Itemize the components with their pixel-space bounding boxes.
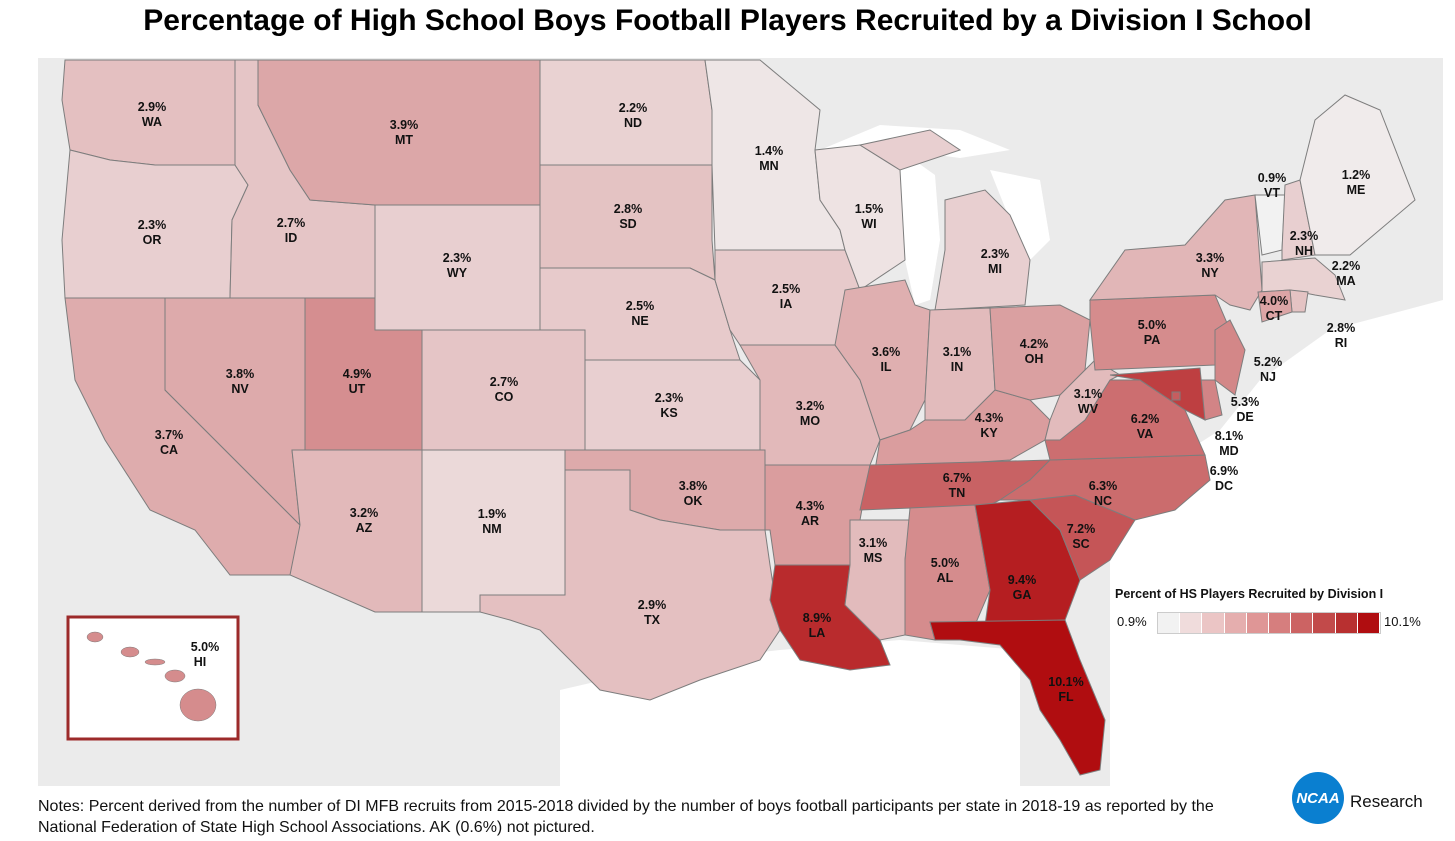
label-HI: 5.0% HI [191, 640, 220, 669]
label-WV: 3.1% WV [1074, 387, 1103, 416]
label-GA: 9.4% GA [1008, 573, 1037, 602]
label-FL: 10.1% FL [1048, 675, 1083, 704]
label-NH: 2.3% NH [1290, 229, 1319, 258]
legend-step [1269, 613, 1292, 633]
state-NH [1281, 179, 1316, 261]
label-MA: 2.2% MA [1332, 259, 1361, 288]
label-VA: 6.2% VA [1131, 412, 1160, 441]
state-DC [1171, 391, 1181, 401]
label-DC: 6.9% DC [1210, 464, 1239, 493]
label-WY: 2.3% WY [443, 251, 472, 280]
state-WV [1044, 359, 1122, 441]
label-ND: 2.2% ND [619, 101, 648, 130]
label-NM: 1.9% NM [478, 507, 507, 536]
label-MO: 3.2% MO [796, 399, 825, 428]
state-HI-big-island [179, 688, 217, 722]
label-UT: 4.9% UT [343, 367, 372, 396]
ncaa-research-label: Research [1350, 792, 1423, 811]
legend-step [1313, 613, 1336, 633]
legend-step [1158, 613, 1181, 633]
state-CT [1257, 289, 1293, 323]
label-CA: 3.7% CA [155, 428, 184, 457]
state-HI-kauai [86, 631, 104, 643]
state-FL [929, 619, 1106, 776]
label-OK: 3.8% OK [679, 479, 708, 508]
label-DE: 5.3% DE [1231, 395, 1260, 424]
label-MD: 8.1% MD [1215, 429, 1244, 458]
label-AR: 4.3% AR [796, 499, 825, 528]
state-MI [858, 129, 1031, 311]
state-NY [1089, 194, 1263, 311]
label-SD: 2.8% SD [614, 202, 643, 231]
label-TX: 2.9% TX [638, 598, 667, 627]
label-PA: 5.0% PA [1138, 318, 1167, 347]
label-ID: 2.7% ID [277, 216, 306, 245]
state-TX [479, 469, 781, 701]
atlantic-ocean [1110, 300, 1443, 786]
label-KS: 2.3% KS [655, 391, 684, 420]
ncaa-logo-icon: NCAA [1292, 772, 1344, 824]
label-WA: 2.9% WA [138, 100, 167, 129]
label-KY: 4.3% KY [975, 411, 1004, 440]
legend-max-label: 10.1% [1384, 614, 1421, 629]
label-CO: 2.7% CO [490, 375, 519, 404]
state-NJ [1214, 319, 1246, 396]
label-IA: 2.5% IA [772, 282, 801, 311]
state-MD [1109, 367, 1206, 421]
label-NC: 6.3% NC [1089, 479, 1118, 508]
state-IL [834, 279, 931, 441]
legend-step [1180, 613, 1203, 633]
legend-color-scale [1157, 612, 1381, 634]
label-MT: 3.9% MT [390, 118, 419, 147]
state-HI-molokai [144, 658, 166, 666]
legend-step [1202, 613, 1225, 633]
legend-step [1357, 613, 1381, 633]
lake-huron [990, 170, 1050, 260]
state-HI-maui [164, 669, 186, 683]
legend-min-label: 0.9% [1117, 614, 1147, 629]
legend-step [1246, 613, 1270, 633]
state-NC [998, 454, 1211, 521]
state-KS [584, 359, 761, 451]
label-OH: 4.2% OH [1020, 337, 1049, 366]
lake-michigan [900, 150, 940, 305]
label-RI: 2.8% RI [1327, 321, 1356, 350]
label-VT: 0.9% VT [1258, 171, 1287, 200]
label-AZ: 3.2% AZ [350, 506, 379, 535]
label-SC: 7.2% SC [1067, 522, 1096, 551]
label-TN: 6.7% TN [943, 471, 972, 500]
state-HI-oahu [120, 646, 140, 658]
label-NY: 3.3% NY [1196, 251, 1225, 280]
legend-step [1335, 613, 1358, 633]
state-ME [1299, 94, 1416, 256]
label-AL: 5.0% AL [931, 556, 960, 585]
label-MN: 1.4% MN [755, 144, 784, 173]
label-MI: 2.3% MI [981, 247, 1010, 276]
ncaa-logo-text: NCAA [1296, 790, 1339, 807]
label-NE: 2.5% NE [626, 299, 655, 328]
legend-title: Percent of HS Players Recruited by Divis… [1115, 587, 1384, 601]
label-ME: 1.2% ME [1342, 168, 1371, 197]
legend-step [1291, 613, 1314, 633]
legend-step [1224, 613, 1247, 633]
label-LA: 8.9% LA [803, 611, 832, 640]
label-WI: 1.5% WI [855, 202, 884, 231]
label-CT: 4.0% CT [1260, 294, 1289, 323]
map-title: Percentage of High School Boys Football … [143, 4, 1312, 37]
state-RI [1289, 289, 1309, 313]
label-NJ: 5.2% NJ [1254, 355, 1283, 384]
ncaa-logo-circle [1292, 772, 1344, 824]
label-NV: 3.8% NV [226, 367, 255, 396]
label-IN: 3.1% IN [943, 345, 972, 374]
notes-text: Notes: Percent derived from the number o… [38, 798, 1214, 836]
label-MS: 3.1% MS [859, 536, 888, 565]
label-OR: 2.3% OR [138, 218, 167, 247]
label-IL: 3.6% IL [872, 345, 901, 374]
